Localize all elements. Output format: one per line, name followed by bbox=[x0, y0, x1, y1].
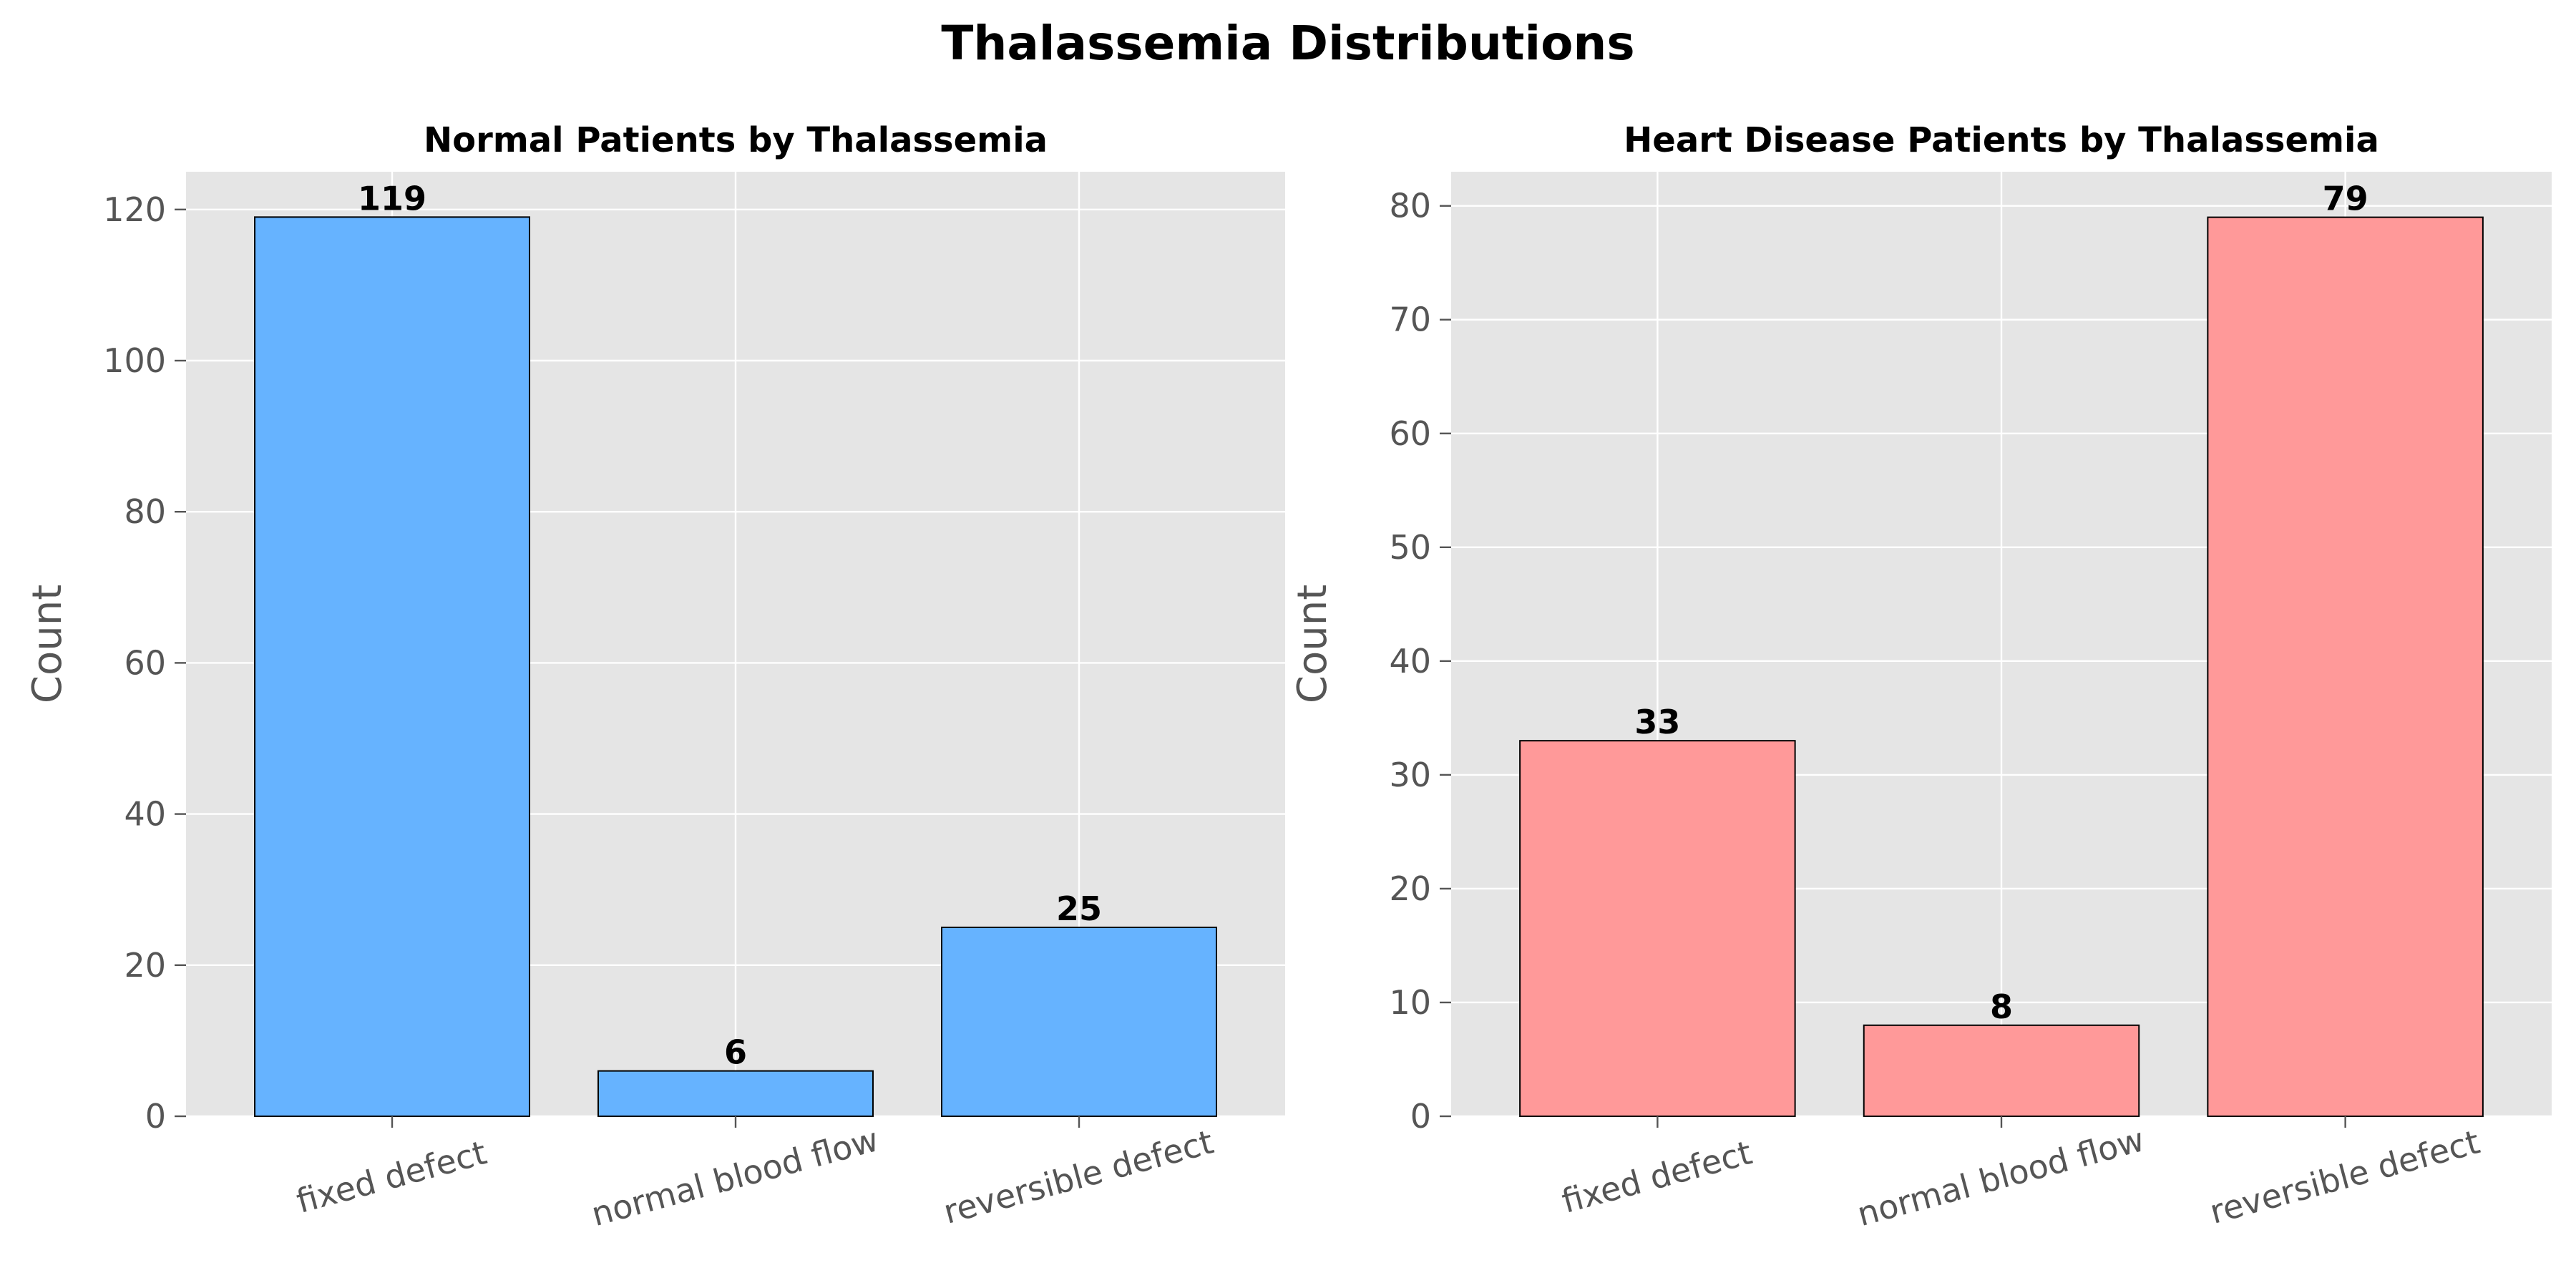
heart-disease-ytick-label: 0 bbox=[1410, 1097, 1431, 1136]
normal-ytick-label: 120 bbox=[103, 190, 166, 229]
heart-disease-xtick-label: normal blood flow bbox=[1853, 1120, 2149, 1234]
normal-bar bbox=[254, 216, 530, 1117]
normal-y-axis-label: Count bbox=[24, 585, 71, 703]
normal-panel-title: Normal Patients by Thalassemia bbox=[424, 120, 1048, 160]
heart-disease-ytick-label: 70 bbox=[1389, 301, 1431, 339]
heart-disease-bar-value-label: 33 bbox=[1634, 703, 1680, 741]
heart-disease-bar bbox=[2207, 216, 2484, 1117]
normal-bar-value-label: 119 bbox=[358, 179, 426, 218]
heart-disease-ytick-label: 10 bbox=[1389, 983, 1431, 1022]
heart-disease-xtick-label: reversible defect bbox=[2206, 1122, 2484, 1231]
normal-bar-value-label: 25 bbox=[1056, 889, 1102, 928]
heart-disease-ytick-label: 80 bbox=[1389, 187, 1431, 225]
heart-disease-panel-title: Heart Disease Patients by Thalassemia bbox=[1624, 120, 2379, 160]
normal-ytick-label: 0 bbox=[145, 1097, 166, 1136]
heart-disease-bar bbox=[1519, 740, 1796, 1117]
heart-disease-bar-value-label: 79 bbox=[2323, 180, 2368, 218]
normal-ytick-label: 40 bbox=[124, 795, 166, 834]
normal-ytick-label: 20 bbox=[124, 946, 166, 985]
normal-ytick-label: 100 bbox=[103, 341, 166, 380]
normal-bar bbox=[597, 1070, 874, 1118]
heart-disease-ytick-label: 20 bbox=[1389, 869, 1431, 908]
heart-disease-panel: 33 8 79 0 10 20 30 40 50 60 70 80 fixed defect normal… bbox=[1289, 120, 2552, 1234]
heart-disease-ytick-label: 60 bbox=[1389, 414, 1431, 453]
heart-disease-ytick-label: 40 bbox=[1389, 642, 1431, 680]
heart-disease-ytick-label: 30 bbox=[1389, 756, 1431, 794]
normal-ytick-label: 80 bbox=[124, 492, 166, 531]
normal-xtick-label: normal blood flow bbox=[587, 1120, 883, 1234]
figure-title: Thalassemia Distributions bbox=[941, 16, 1635, 71]
heart-disease-ytick-label: 50 bbox=[1389, 528, 1431, 567]
heart-disease-bar-value-label: 8 bbox=[1990, 987, 2013, 1026]
heart-disease-y-axis-label: Count bbox=[1289, 585, 1336, 703]
normal-xtick-label: reversible defect bbox=[940, 1122, 1217, 1231]
normal-xtick-label: fixed defect bbox=[293, 1133, 491, 1221]
normal-bar bbox=[941, 927, 1217, 1117]
heart-disease-xtick-label: fixed defect bbox=[1558, 1133, 1756, 1221]
normal-ytick-label: 60 bbox=[124, 643, 166, 682]
normal-panel: 119 6 25 0 20 40 60 80 100 120 fixed defect normal … bbox=[24, 120, 1285, 1234]
normal-bar-value-label: 6 bbox=[724, 1033, 747, 1072]
heart-disease-bar bbox=[1863, 1024, 2140, 1118]
